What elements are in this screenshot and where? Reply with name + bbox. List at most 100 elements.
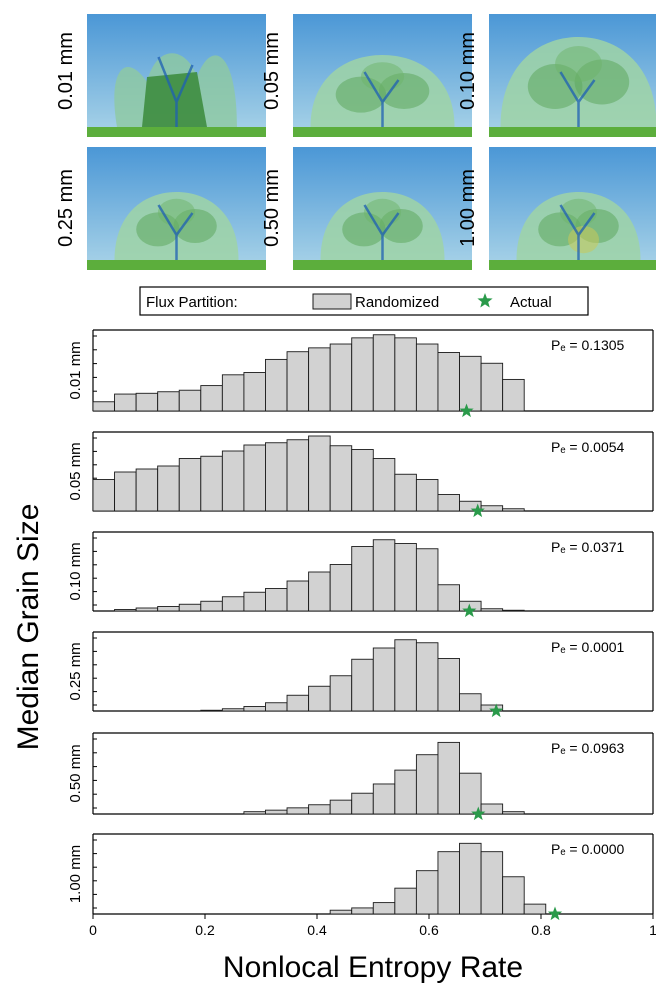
histogram-bar bbox=[459, 693, 482, 712]
histogram-bar bbox=[394, 543, 417, 612]
histogram-bar bbox=[351, 449, 374, 512]
histogram-bar bbox=[243, 372, 266, 412]
x-axis-title: Nonlocal Entropy Rate bbox=[223, 951, 523, 984]
histogram-bar bbox=[157, 606, 180, 612]
thumbnail-grid: 0.01 mm 0.05 mm 0.10 mm 0.25 mm 0.50 mm 1.00 … bbox=[55, 14, 656, 270]
legend-box bbox=[139, 286, 589, 316]
thumbnail-label: 0.25 mm bbox=[55, 169, 77, 247]
landscape-thumbnail: 0.10 mm bbox=[457, 14, 656, 137]
histogram-bar bbox=[92, 401, 116, 412]
histogram-bar bbox=[372, 647, 396, 712]
histogram-bar bbox=[415, 343, 439, 412]
histogram-bar bbox=[329, 675, 353, 712]
histogram-bar bbox=[221, 708, 245, 712]
histogram-bar bbox=[394, 337, 417, 412]
histogram-bar bbox=[415, 642, 439, 712]
river-channel bbox=[157, 204, 194, 260]
histogram-bar bbox=[221, 374, 245, 412]
histogram-bar bbox=[480, 505, 504, 512]
landscape-thumbnail: 0.25 mm bbox=[55, 147, 266, 270]
histogram-panel: Pₑ = 0.0001 0.25 mm bbox=[67, 631, 654, 718]
thumbnail-label: 0.10 mm bbox=[457, 32, 479, 110]
thumbnail-label: 1.00 mm bbox=[457, 169, 479, 247]
legend-actual-star bbox=[477, 293, 493, 308]
histogram-bar bbox=[308, 571, 331, 612]
x-tick-label: 0.6 bbox=[419, 922, 439, 938]
histogram-bar bbox=[243, 811, 266, 815]
histogram-bar bbox=[329, 909, 353, 915]
histogram-panel: Pₑ = 0.0963 0.50 mm bbox=[67, 732, 654, 821]
x-tick-label: 0.4 bbox=[307, 922, 327, 938]
histogram-bar bbox=[480, 704, 504, 712]
ground bbox=[489, 260, 656, 270]
legend-title: Flux Partition: bbox=[146, 294, 238, 311]
histogram-bar bbox=[480, 803, 504, 815]
histogram-bar bbox=[157, 465, 180, 512]
histogram-bar bbox=[394, 887, 417, 915]
landscape-thumbnail: 0.50 mm bbox=[261, 147, 472, 270]
landscape-thumbnail: 1.00 mm bbox=[457, 147, 656, 270]
river-channel bbox=[157, 56, 194, 127]
ground bbox=[293, 127, 472, 137]
histogram-bar bbox=[114, 471, 137, 512]
histogram-bar bbox=[178, 458, 202, 512]
histogram-bar bbox=[480, 362, 504, 412]
x-tick-label: 0.8 bbox=[531, 922, 551, 938]
histogram-bar bbox=[157, 391, 180, 412]
x-tick-label: 0 bbox=[89, 922, 97, 938]
ground bbox=[489, 127, 656, 137]
histogram-bar bbox=[265, 442, 288, 512]
histogram-bar bbox=[480, 608, 504, 612]
histogram-bar bbox=[329, 343, 353, 412]
histogram-bar bbox=[502, 378, 525, 412]
pe-value-label: Pₑ = 0.0371 bbox=[551, 539, 625, 555]
actual-star-marker bbox=[471, 806, 486, 821]
histogram-bar bbox=[502, 811, 525, 815]
histogram-bar bbox=[286, 351, 310, 412]
histogram-bar bbox=[114, 393, 137, 412]
histogram-bar bbox=[415, 479, 439, 512]
histogram-bar bbox=[372, 458, 396, 512]
histogram-bar bbox=[178, 389, 202, 412]
x-axis-ticks: 0 0.2 0.4 0.6 0.8 1 bbox=[89, 914, 656, 938]
histogram-bar bbox=[265, 358, 288, 412]
panel-grain-size-label: 1.00 mm bbox=[67, 845, 84, 903]
ground bbox=[87, 260, 266, 270]
histogram-bar bbox=[178, 603, 202, 612]
histogram-bar bbox=[265, 702, 288, 712]
histogram-bar bbox=[351, 792, 374, 815]
histogram-bar bbox=[200, 600, 223, 612]
histogram-bar bbox=[286, 694, 310, 712]
histogram-panel: Pₑ = 0.0054 0.05 mm bbox=[67, 431, 654, 518]
histogram-bar bbox=[329, 564, 353, 612]
histogram-bar bbox=[286, 807, 310, 815]
histogram-bar bbox=[243, 706, 266, 712]
legend: Flux Partition: Randomized Actual bbox=[139, 286, 589, 316]
actual-star-marker bbox=[459, 403, 474, 418]
panel-grain-size-label: 0.01 mm bbox=[67, 341, 84, 399]
panel-grain-size-label: 0.50 mm bbox=[67, 744, 84, 802]
histogram-panel: Pₑ = 0.0371 0.10 mm bbox=[67, 531, 654, 618]
histogram-bar bbox=[200, 385, 223, 412]
thumbnail-label: 0.01 mm bbox=[55, 32, 77, 110]
histogram-bar bbox=[437, 658, 460, 712]
histogram-bar bbox=[243, 591, 266, 612]
histogram-bar bbox=[459, 842, 482, 915]
histogram-bar bbox=[221, 596, 245, 612]
histogram-bar bbox=[372, 539, 396, 612]
histogram-bar bbox=[308, 685, 331, 712]
river-channel bbox=[363, 71, 400, 127]
pe-value-label: Pₑ = 0.0054 bbox=[551, 439, 625, 455]
histogram-bar bbox=[200, 709, 223, 712]
histogram-bar bbox=[437, 352, 460, 412]
landscape-thumbnail: 0.01 mm bbox=[55, 14, 266, 137]
actual-star-marker bbox=[462, 603, 477, 618]
histogram-bar bbox=[394, 473, 417, 512]
actual-star-marker bbox=[547, 906, 563, 921]
histogram-bar bbox=[415, 870, 439, 915]
histogram-bar bbox=[114, 609, 137, 612]
histogram-bar bbox=[437, 851, 460, 915]
histogram-bar bbox=[394, 639, 417, 712]
histogram-panel: Pₑ = 0.0000 1.00 mm bbox=[67, 833, 654, 921]
